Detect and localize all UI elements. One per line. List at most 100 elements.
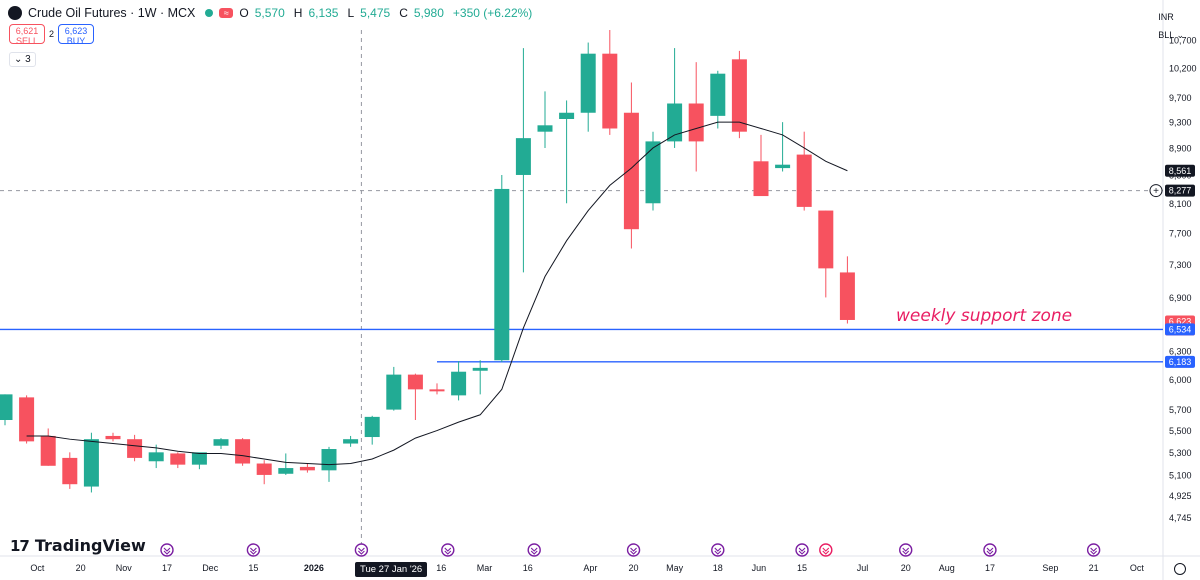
candle-body — [386, 374, 402, 410]
candle-body — [213, 439, 229, 446]
time-tick-label: Oct — [30, 563, 45, 573]
moving-average — [26, 121, 848, 466]
ohlc-high-value: 6,135 — [308, 6, 339, 20]
logo-text: TradingView — [34, 536, 146, 555]
horizontal-lines: + — [0, 184, 1163, 363]
time-tick-label: May — [666, 563, 684, 573]
candle-body — [753, 161, 769, 197]
price-label-tag — [1165, 355, 1195, 368]
event-marker-glyph — [986, 547, 994, 555]
price-axis: 4,745 4,925 5,100 5,300 5,500 5,700 6,000 6,300… — [1169, 35, 1197, 522]
sell-price: 6,621 — [15, 26, 39, 36]
candles — [0, 30, 855, 493]
candle-body — [148, 452, 164, 462]
delayed-data-icon: ≈ — [219, 8, 234, 18]
event-marker-glyph — [822, 547, 830, 555]
candle-body — [105, 435, 121, 440]
price-tick-label: 7,300 — [1169, 260, 1192, 270]
candle-body — [429, 389, 445, 392]
event-marker-icon — [160, 543, 174, 557]
candle-body — [299, 466, 315, 471]
spread-value: 2 — [49, 29, 55, 39]
candle-body — [83, 439, 99, 487]
price-tick-label: 8,900 — [1169, 143, 1192, 153]
time-tick-label: 16 — [523, 563, 533, 573]
tradingview-logo-icon: 17 — [10, 536, 30, 555]
time-tick-label: Mar — [477, 563, 493, 573]
ohlc-low-value: 5,475 — [360, 6, 391, 20]
price-tick-label: 6,000 — [1169, 375, 1192, 385]
candle-body — [494, 188, 510, 361]
symbol-logo-icon — [8, 6, 22, 20]
event-marker-glyph — [902, 547, 910, 555]
candle-body — [796, 154, 812, 207]
candle-body — [127, 439, 143, 458]
candle-body — [623, 112, 639, 230]
tradingview-logo[interactable]: 17 TradingView — [10, 536, 146, 555]
event-marker-glyph — [1090, 547, 1098, 555]
event-marker-icon — [626, 543, 641, 557]
time-tick-label: 15 — [797, 563, 807, 573]
sell-button[interactable]: 6,621 SELL — [9, 24, 45, 46]
candle-body — [343, 439, 359, 444]
event-marker-glyph — [798, 547, 806, 555]
buy-price: 6,623 — [64, 26, 88, 36]
add-alert-icon — [1149, 184, 1163, 198]
event-marker-icon — [711, 543, 725, 557]
candle-body — [321, 449, 337, 471]
candle-body — [580, 53, 596, 113]
ohlc-close-value: 5,980 — [413, 6, 444, 20]
price-label-text: 8,277 — [1169, 186, 1192, 196]
sell-label: SELL — [15, 36, 39, 46]
event-marker-glyph — [630, 547, 637, 555]
price-tick-label: 10,200 — [1169, 63, 1197, 73]
event-marker-icon — [527, 543, 541, 557]
price-tick-label: 8,100 — [1169, 199, 1192, 209]
ohlc-open-key: O — [239, 6, 249, 20]
indicators-toggle[interactable]: ⌄ 3 — [9, 52, 36, 67]
chevron-down-icon: ⌄ — [14, 54, 23, 65]
settings-icon[interactable] — [1174, 563, 1186, 575]
price-tick-label: 10,700 — [1169, 35, 1197, 45]
time-tick-label: Nov — [116, 563, 133, 573]
candle-body — [451, 371, 467, 396]
event-marker-icon — [1086, 543, 1101, 557]
price-tick-label: 5,700 — [1169, 405, 1192, 415]
support-zone-annotation[interactable]: weekly support zone — [896, 306, 1073, 326]
price-label-tag — [1165, 184, 1195, 197]
price-tick-label: 7,700 — [1169, 229, 1192, 239]
time-tick-label: 20 — [901, 563, 911, 573]
time-tick-label: Jul — [857, 563, 869, 573]
event-marker-glyph — [530, 547, 538, 555]
currency-label[interactable]: INR — [1158, 12, 1174, 22]
price-tick-label: 6,300 — [1169, 346, 1192, 356]
event-marker-glyph — [250, 547, 257, 555]
candle-body — [364, 416, 380, 438]
price-label-tag — [1165, 164, 1195, 177]
price-tick-label: 9,700 — [1169, 93, 1192, 103]
price-tick-label: 6,900 — [1169, 293, 1192, 303]
price-tick-label: 4,925 — [1169, 491, 1192, 501]
candle-body — [256, 463, 272, 475]
exchange-label[interactable]: BLL ⌄ — [1158, 30, 1184, 40]
event-marker-icon — [899, 543, 913, 557]
time-axis: Oct 20 Nov 17 Dec 15 2026 16 Mar 16 Apr 20 May 18 Jun 1… — [30, 563, 1144, 573]
price-tick-label: 9,300 — [1169, 118, 1192, 128]
event-marker-icon — [983, 543, 997, 557]
candle-body — [407, 374, 423, 390]
time-tick-label: 16 — [436, 563, 446, 573]
price-label-text: 6,623 — [1169, 316, 1192, 326]
time-tick-label: 2026 — [304, 563, 324, 573]
time-tick-label: Jun — [752, 563, 767, 573]
change-value: +350 (+6.22%) — [452, 6, 533, 20]
buy-button[interactable]: 6,623 BUY — [58, 24, 95, 46]
trade-panel: 6,621 SELL 2 6,623 BUY — [0, 24, 95, 46]
currency-panel[interactable]: INR BLL ⌄ — [1158, 8, 1184, 44]
candle-body — [235, 439, 251, 464]
price-tick-label: 5,100 — [1169, 470, 1192, 480]
plus-icon: + — [1153, 186, 1159, 197]
candle-body — [515, 138, 531, 175]
market-open-icon — [205, 9, 214, 17]
symbol-title[interactable]: Crude Oil Futures · 1W · MCX — [28, 6, 196, 20]
